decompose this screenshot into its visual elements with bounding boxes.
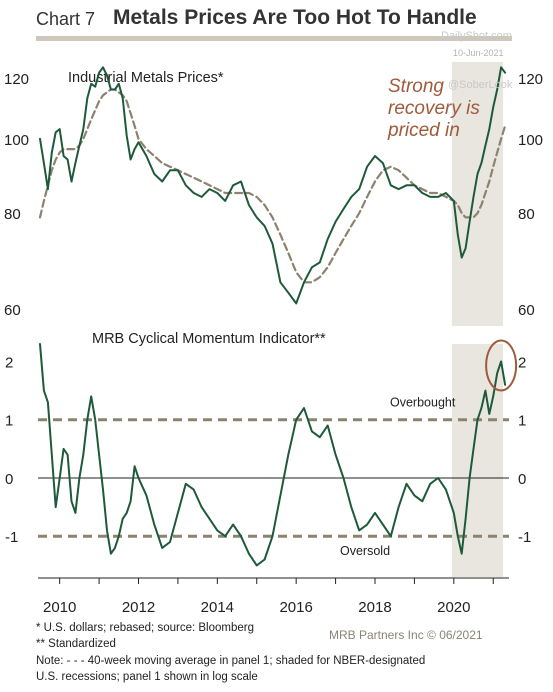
x-tick-label: 2020 [437, 599, 470, 616]
x-tick-label: 2018 [358, 599, 391, 616]
watermark-date: 10-Jun-2021 [453, 48, 504, 58]
x-tick-label: 2014 [201, 599, 234, 616]
y-tick-label-right: 2 [518, 354, 526, 371]
footnote-source: * U.S. dollars; rebased; source: Bloombe… [36, 622, 254, 634]
y-tick-label-left: 60 [4, 302, 21, 319]
annotation-line-1: Strong [388, 76, 444, 97]
y-tick-label-right: 0 [518, 471, 526, 488]
y-tick-label-right: 120 [518, 71, 543, 88]
y-tick-label-left: 0 [5, 471, 13, 488]
highlight-ellipse [485, 339, 518, 392]
momentum-indicator-line [39, 343, 507, 567]
footnote-note: Note: - - - 40-week moving average in pa… [36, 655, 426, 667]
industrial-metals-price-line [39, 66, 507, 305]
threshold-label-oversold: Oversold [340, 544, 390, 558]
watermark-site: DailyShot.com [441, 30, 512, 42]
y-tick-label-left: 120 [4, 71, 29, 88]
x-tick-label: 2016 [279, 599, 312, 616]
chart-number: Chart 7 [36, 9, 96, 29]
x-tick-label: 2010 [43, 599, 76, 616]
y-tick-label-right: 60 [518, 302, 535, 319]
y-tick-label-right: 80 [518, 206, 535, 223]
annotation-line-2: recovery is [388, 98, 480, 119]
credit: MRB Partners Inc © 06/2021 [329, 628, 483, 642]
panel2-title: MRB Cyclical Momentum Indicator** [92, 331, 326, 347]
watermark-handle: @SoberLook [448, 79, 513, 91]
y-tick-label-right: -1 [518, 529, 531, 546]
y-tick-label-left: 1 [5, 413, 13, 430]
footnote-standardized: ** Standardized [36, 638, 116, 650]
footnote-note-cont: U.S. recessions; panel 1 shown in log sc… [36, 671, 258, 683]
recession-shading [451, 62, 504, 326]
chart-title: Metals Prices Are Too Hot To Handle [113, 6, 477, 29]
chart-header: Chart 7 Metals Prices Are Too Hot To Han… [36, 6, 512, 38]
y-tick-label-left: -1 [5, 529, 18, 546]
y-tick-label-right: 100 [518, 132, 543, 149]
y-tick-label-left: 80 [4, 206, 21, 223]
y-tick-label-left: 100 [4, 132, 29, 149]
x-tick-label: 2012 [122, 599, 155, 616]
threshold-label-overbought: Overbought [390, 396, 456, 410]
y-tick-label-left: 2 [5, 354, 13, 371]
y-tick-label-right: 1 [518, 413, 526, 430]
annotation-line-3: priced in [387, 120, 460, 141]
title-rule [36, 36, 512, 41]
